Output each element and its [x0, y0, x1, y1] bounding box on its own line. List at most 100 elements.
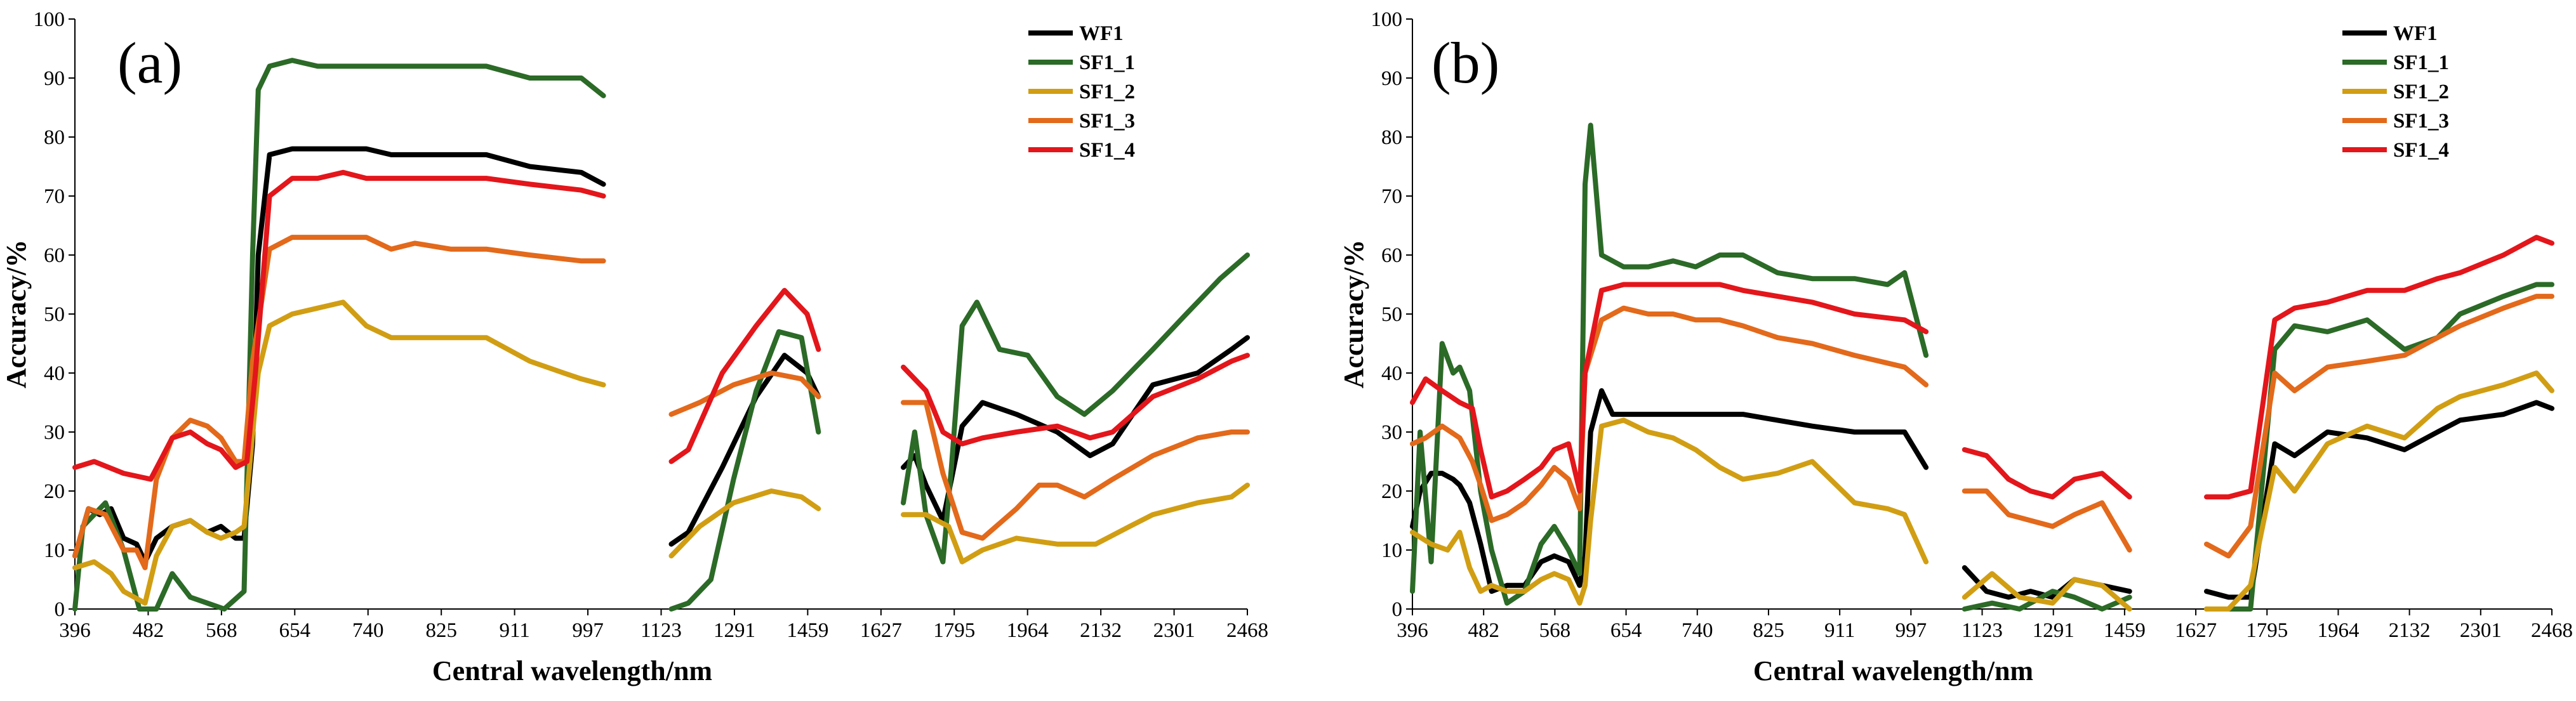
y-tick-label: 0 [55, 598, 65, 621]
series-sf1-2 [72, 299, 1250, 606]
series-line-segment [901, 252, 1250, 565]
series-line-segment [1410, 388, 1929, 594]
series-line-segment [2204, 370, 2554, 612]
legend-label: SF1_3 [2393, 110, 2449, 133]
x-tick-label: 1964 [1007, 619, 1049, 642]
x-tick-label: 1627 [2175, 619, 2217, 642]
series-line-segment [668, 329, 821, 612]
series-line-segment [668, 488, 821, 559]
x-tick-label: 2468 [1226, 619, 1268, 642]
y-tick-label: 50 [1381, 303, 1402, 326]
x-tick-label: 1123 [641, 619, 682, 642]
legend-label: SF1_2 [1079, 81, 1135, 103]
y-tick-label: 80 [44, 126, 65, 149]
series-line-segment [901, 482, 1250, 565]
x-tick-label: 2468 [2531, 619, 2573, 642]
series-line-segment [72, 58, 606, 612]
series-sf1-1 [72, 58, 1250, 612]
series-line-segment [72, 169, 606, 482]
legend-label: WF1 [2393, 22, 2438, 45]
x-tick-label: 482 [133, 619, 164, 642]
series-line-segment [901, 400, 1250, 541]
x-tick-label: 1291 [714, 619, 755, 642]
series-sf1-2 [1410, 370, 2554, 612]
x-tick-label: 396 [59, 619, 91, 642]
series-line-segment [2204, 235, 2554, 500]
series-sf1-3 [72, 235, 1250, 570]
legend-label: WF1 [1079, 22, 1124, 45]
y-tick-label: 30 [1381, 421, 1402, 444]
y-tick-label: 50 [44, 303, 65, 326]
y-tick-label: 20 [1381, 480, 1402, 503]
legend: WF1 SF1_1 SF1_2 SF1_3 SF1_4 [1028, 22, 1135, 162]
x-tick-label: 997 [572, 619, 604, 642]
y-tick-label: 80 [1381, 126, 1402, 149]
chart-panel-a: 0 10 20 30 40 50 60 70 80 90 100 396 482 568 654 740 825… [1, 8, 1268, 686]
x-tick-label: 740 [1682, 619, 1713, 642]
x-tick-label: 1459 [787, 619, 828, 642]
chart-panel-b: 0 10 20 30 40 50 60 70 80 90 100 396 482 568 654 740 825… [1338, 8, 2573, 686]
legend-label: SF1_1 [2393, 51, 2449, 74]
y-tick-label: 10 [44, 539, 65, 562]
x-tick-label: 654 [279, 619, 311, 642]
legend-label: SF1_4 [2393, 139, 2449, 162]
x-tick-label: 825 [425, 619, 457, 642]
x-tick-label: 1123 [1962, 619, 2003, 642]
x-tick-label: 2132 [2389, 619, 2431, 642]
y-tick-label: 60 [1381, 244, 1402, 267]
x-tick-label: 1795 [933, 619, 975, 642]
series-sf1-1 [1410, 122, 2554, 612]
panel-label: (b) [1431, 30, 1499, 95]
x-tick-label: 1459 [2104, 619, 2146, 642]
y-tick-label: 70 [44, 185, 65, 208]
series-line-segment [1410, 282, 1929, 500]
x-tick-label: 997 [1895, 619, 1927, 642]
x-tick-label: 568 [1539, 619, 1571, 642]
legend-label: SF1_3 [1079, 110, 1135, 133]
y-tick-label: 70 [1381, 185, 1402, 208]
x-tick-label: 1795 [2246, 619, 2288, 642]
series-line-segment [72, 235, 606, 570]
series-line-segment [901, 353, 1250, 447]
x-tick-label: 396 [1397, 619, 1428, 642]
x-tick-label: 1964 [2317, 619, 2359, 642]
x-tick-label: 1291 [2033, 619, 2075, 642]
x-tick-label: 2301 [2460, 619, 2502, 642]
y-tick-label: 90 [1381, 67, 1402, 90]
y-tick-label: 20 [44, 480, 65, 503]
series-line-segment [668, 370, 821, 417]
legend-label: SF1_2 [2393, 81, 2449, 103]
legend-label: SF1_4 [1079, 139, 1135, 162]
x-tick-label: 740 [352, 619, 384, 642]
x-tick-label: 2301 [1153, 619, 1195, 642]
series-line-segment [72, 299, 606, 606]
x-tick-label: 911 [499, 619, 529, 642]
series-line-segment [668, 287, 821, 464]
y-tick-label: 10 [1381, 539, 1402, 562]
series-line-segment [1962, 447, 2132, 500]
x-tick-label: 482 [1468, 619, 1499, 642]
x-tick-label: 568 [206, 619, 237, 642]
y-tick-label: 40 [1381, 362, 1402, 385]
legend-label: SF1_1 [1079, 51, 1135, 74]
x-tick-label: 654 [1610, 619, 1642, 642]
series-line-segment [1962, 571, 2132, 612]
y-tick-label: 100 [34, 8, 65, 31]
y-tick-label: 30 [44, 421, 65, 444]
series-line-segment [1410, 417, 1929, 606]
y-axis-title: Accuracy/% [1338, 240, 1369, 389]
series-line-segment [2204, 294, 2554, 559]
series-line-segment [1962, 589, 2132, 612]
series-sf1-4 [1410, 235, 2554, 500]
y-axis-title: Accuracy/% [1, 240, 32, 389]
series-sf1-4 [72, 169, 1250, 482]
series-line-segment [901, 335, 1250, 523]
series-line-segment [1410, 122, 1929, 606]
series-line-segment [2204, 282, 2554, 612]
y-tick-label: 0 [1392, 598, 1403, 621]
x-axis-title: Central wavelength/nm [1753, 655, 2033, 686]
y-tick-label: 40 [44, 362, 65, 385]
x-tick-label: 911 [1824, 619, 1855, 642]
series-line-segment [1962, 488, 2132, 553]
